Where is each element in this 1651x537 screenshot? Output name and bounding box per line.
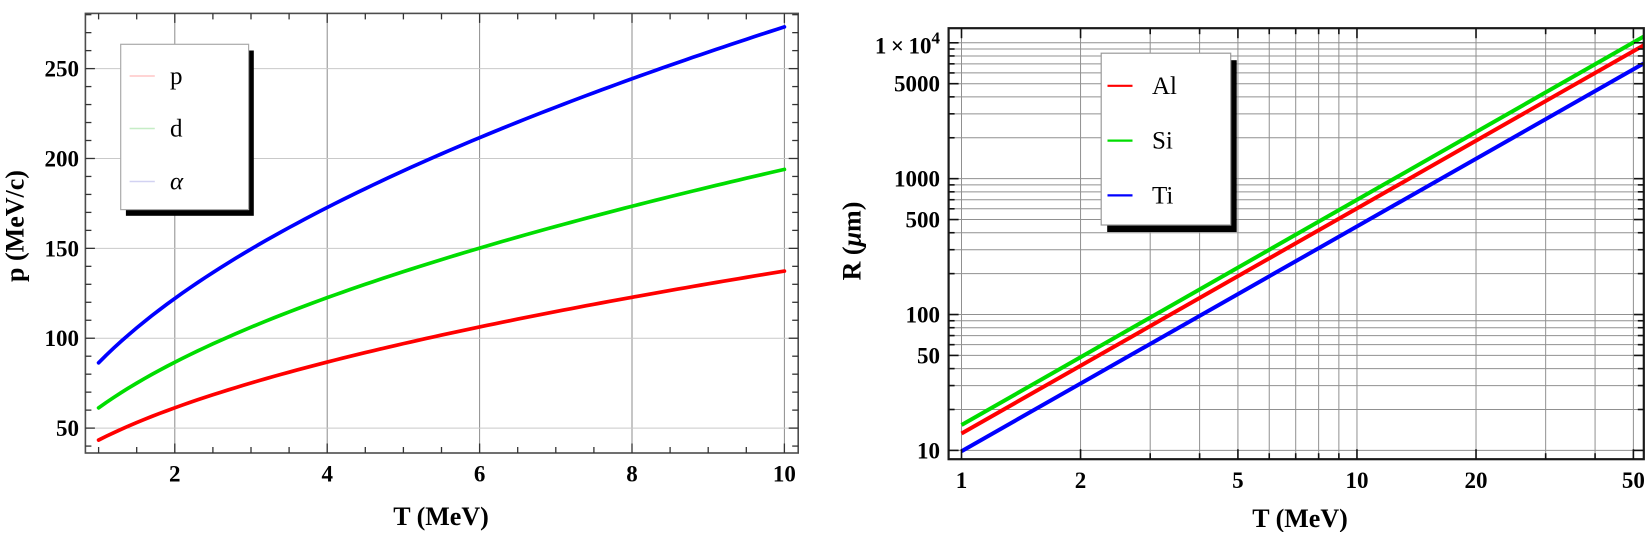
svg-text:2: 2 xyxy=(169,462,181,487)
svg-text:5000: 5000 xyxy=(894,72,940,97)
svg-text:50: 50 xyxy=(1622,468,1645,493)
svg-text:Ti: Ti xyxy=(1152,182,1173,209)
svg-text:150: 150 xyxy=(45,236,80,261)
svg-text:p (MeV/c): p (MeV/c) xyxy=(1,170,30,282)
svg-text:Si: Si xyxy=(1152,128,1173,155)
svg-text:5: 5 xyxy=(1232,468,1244,493)
svg-text:10: 10 xyxy=(773,462,796,487)
svg-text:R (μm): R (μm) xyxy=(838,202,867,281)
svg-text:T (MeV): T (MeV) xyxy=(393,502,489,531)
svg-text:d: d xyxy=(170,116,183,143)
svg-text:α: α xyxy=(170,169,184,196)
svg-text:6: 6 xyxy=(474,462,486,487)
svg-text:100: 100 xyxy=(45,326,80,351)
svg-text:1000: 1000 xyxy=(894,167,940,192)
svg-text:p: p xyxy=(170,63,183,90)
svg-text:20: 20 xyxy=(1465,468,1488,493)
svg-text:4: 4 xyxy=(321,462,333,487)
svg-text:100: 100 xyxy=(906,303,941,328)
svg-text:1: 1 xyxy=(956,468,968,493)
svg-text:T (MeV): T (MeV) xyxy=(1252,504,1348,532)
svg-text:500: 500 xyxy=(906,208,941,233)
svg-text:200: 200 xyxy=(45,146,80,171)
svg-text:250: 250 xyxy=(45,57,80,82)
svg-text:50: 50 xyxy=(56,416,79,441)
svg-text:2: 2 xyxy=(1075,468,1087,493)
svg-text:8: 8 xyxy=(626,462,638,487)
svg-text:10: 10 xyxy=(917,438,940,463)
svg-text:Al: Al xyxy=(1152,73,1177,100)
svg-text:10: 10 xyxy=(1345,468,1368,493)
svg-text:50: 50 xyxy=(917,343,940,368)
svg-text:1×104: 1 × 104 xyxy=(875,28,941,58)
